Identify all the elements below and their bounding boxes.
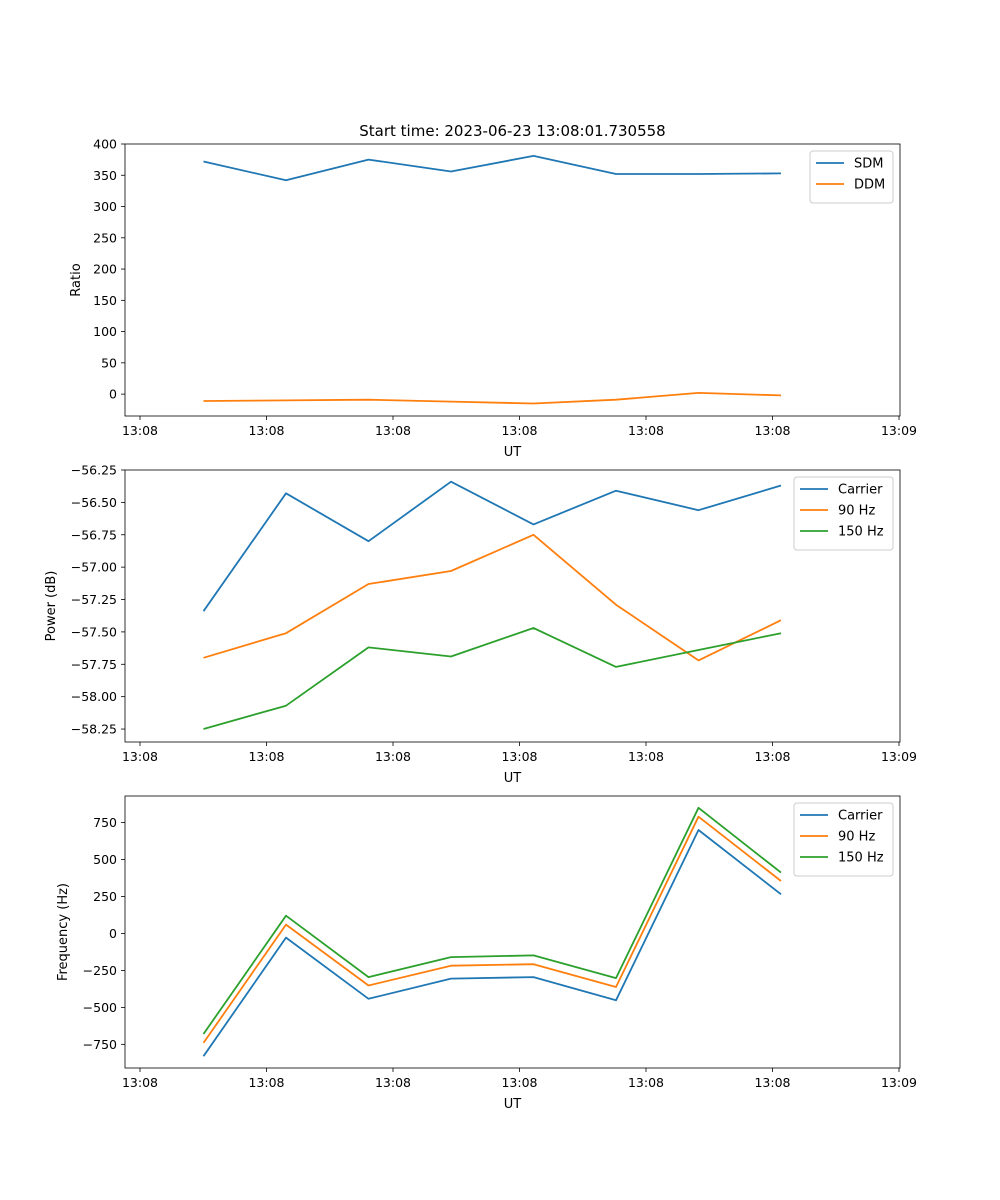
y-axis-label: Power (dB) (44, 571, 59, 642)
y-tick-label: 750 (93, 815, 117, 830)
y-tick-label: −57.75 (71, 657, 117, 672)
series-line-1 (202, 480, 782, 612)
x-axis-label: UT (504, 445, 522, 460)
x-tick-label: 13:09 (881, 1075, 917, 1090)
plot-frame (124, 143, 901, 417)
x-tick-label: 13:08 (248, 423, 284, 438)
y-tick-label: −56.50 (71, 495, 117, 510)
x-tick-label: 13:08 (501, 749, 537, 764)
series-line-2 (203, 533, 782, 662)
y-tick-label: 500 (93, 852, 117, 867)
x-tick-label: 13:08 (628, 1075, 664, 1090)
y-tick-label: 250 (93, 230, 117, 245)
x-tick-label: 13:08 (248, 1075, 284, 1090)
x-tick-label: 13:08 (628, 749, 664, 764)
y-tick-label: −57.25 (71, 592, 117, 607)
y-tick-label: −750 (83, 1037, 117, 1052)
legend-label: 150 Hz (838, 525, 884, 540)
x-tick-label: 13:08 (754, 423, 790, 438)
x-tick-label: 13:08 (122, 749, 158, 764)
x-tick-label: 13:08 (248, 749, 284, 764)
legend-label: 90 Hz (838, 830, 875, 845)
y-axis-label: Frequency (Hz) (56, 883, 71, 981)
x-tick-label: 13:08 (122, 423, 158, 438)
x-tick-label: 13:08 (375, 749, 411, 764)
legend-label: Carrier (838, 483, 883, 498)
plot-frame (124, 469, 901, 743)
legend: SDM DDM (809, 150, 894, 204)
y-tick-label: 250 (93, 889, 117, 904)
series-line-1 (202, 829, 782, 1057)
series-line-2 (203, 391, 782, 405)
y-tick-label: 0 (109, 387, 117, 402)
x-tick-label: 13:08 (628, 423, 664, 438)
x-axis-label: UT (504, 771, 522, 786)
y-tick-label: 300 (93, 199, 117, 214)
series-line-3 (202, 806, 782, 1035)
legend: Carrier 90 Hz 150 Hz (793, 802, 894, 877)
legend-label: 150 Hz (838, 851, 884, 866)
chart-panel-3: 13:08 13:08 13:08 13:08 13:08 13:08 13:09 −750 −… (56, 795, 917, 1112)
y-tick-label: −58.00 (71, 689, 117, 704)
y-axis-label: Ratio (69, 263, 84, 296)
x-tick-label: 13:09 (881, 749, 917, 764)
x-tick-label: 13:08 (122, 1075, 158, 1090)
chart-panel-2: 13:08 13:08 13:08 13:08 13:08 13:08 13:09 −58.2… (44, 463, 917, 787)
x-tick-label: 13:08 (754, 749, 790, 764)
legend-label: SDM (854, 157, 883, 172)
y-tick-label: −58.25 (71, 722, 117, 737)
series-line-2 (202, 815, 782, 1044)
y-tick-label: −56.75 (71, 527, 117, 542)
x-tick-label: 13:08 (501, 423, 537, 438)
figure-title: Start time: 2023-06-23 13:08:01.730558 (359, 122, 665, 140)
chart-panel-1: 13:08 13:08 13:08 13:08 13:08 13:08 13:09 0 50 10… (69, 137, 917, 461)
legend-label: Carrier (838, 809, 883, 824)
y-tick-label: 400 (93, 137, 117, 152)
y-tick-label: 100 (93, 324, 117, 339)
x-tick-label: 13:08 (375, 423, 411, 438)
x-axis-label: UT (504, 1097, 522, 1112)
legend: Carrier 90 Hz 150 Hz (793, 476, 894, 551)
x-tick-label: 13:08 (754, 1075, 790, 1090)
y-tick-label: −57.00 (71, 560, 117, 575)
chart-panels: 13:08 13:08 13:08 13:08 13:08 13:08 13:09 0 50 10… (44, 137, 917, 1113)
x-tick-label: 13:09 (881, 423, 917, 438)
y-tick-label: 350 (93, 168, 117, 183)
plot-frame (124, 795, 901, 1069)
y-tick-label: −500 (83, 1000, 117, 1015)
y-tick-label: −56.25 (71, 463, 117, 478)
y-tick-label: 50 (101, 355, 117, 370)
y-tick-label: −250 (83, 963, 117, 978)
y-tick-label: 0 (109, 926, 117, 941)
legend-label: 90 Hz (838, 504, 875, 519)
series-line-3 (203, 627, 782, 730)
legend-box (809, 150, 894, 204)
x-tick-label: 13:08 (375, 1075, 411, 1090)
series-line-1 (203, 154, 782, 182)
legend-label: DDM (854, 178, 885, 193)
y-tick-label: 200 (93, 262, 117, 277)
x-tick-label: 13:08 (501, 1075, 537, 1090)
y-tick-label: −57.50 (71, 624, 117, 639)
y-tick-label: 150 (93, 293, 117, 308)
